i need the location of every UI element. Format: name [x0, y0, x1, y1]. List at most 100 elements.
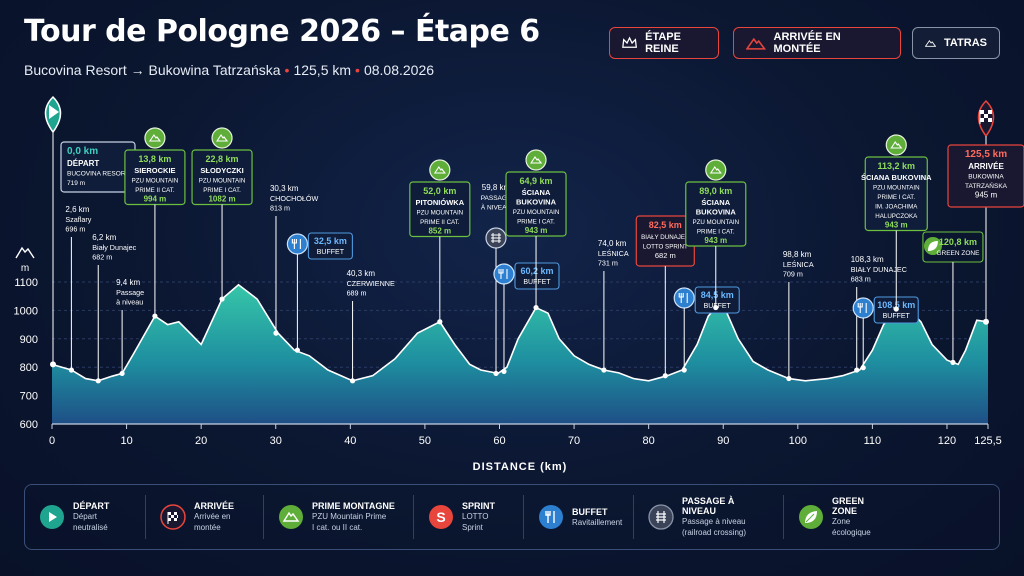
- railroad-icon: [648, 504, 674, 530]
- annotation-text: LEŚNICA: [783, 260, 814, 269]
- annotation-km: 13,8 km: [138, 154, 171, 164]
- annotation-km: 59,8 km: [482, 183, 511, 192]
- annotation-green: 120,8 km GREEN ZONE: [922, 231, 984, 365]
- annotation-kom: 52,0 km PITONIÓWKA PZU MOUNTAIN PRIME II CA…: [409, 159, 471, 325]
- leaf-icon: [798, 504, 824, 530]
- annotation-text: PRIME I CAT.: [203, 187, 241, 194]
- annotation-km: 108,3 km: [851, 255, 884, 264]
- annotation-km: 89,0 km: [699, 186, 732, 196]
- point-marker: [681, 367, 687, 373]
- annotation-text: LEŚNICA: [598, 249, 629, 258]
- annotation-text: PZU MOUNTAIN: [513, 209, 560, 216]
- annotation-text: BUKOWINA: [968, 174, 1004, 181]
- annotation-start: 0,0 km DÉPART BUCOVINA RESORT 719 m: [44, 95, 136, 368]
- legend-title: ARRIVÉE: [194, 501, 235, 511]
- annotation-km: 84,5 km: [701, 290, 734, 300]
- y-tick-label: 700: [20, 391, 38, 403]
- annotation-text: LOTTO SPRINT: [643, 244, 688, 251]
- annotation-text: PASSAGE: [481, 195, 512, 202]
- mountain-icon: [144, 127, 166, 149]
- legend-desc: Ravitaillement: [572, 517, 623, 527]
- x-tick-label: 60: [493, 435, 505, 447]
- x-tick-label: 50: [419, 435, 431, 447]
- elevation-line: [51, 283, 989, 382]
- annotation-text: 682 m: [655, 251, 676, 260]
- annotation-alt: 994 m: [144, 195, 167, 204]
- elevation-profile-chart: 600 700 800 900 1000 1100 m 0 10 20 30 40 50 60 70 80 90…: [14, 95, 1024, 473]
- point-marker: [437, 319, 443, 325]
- x-tick-label: 30: [270, 435, 282, 447]
- badge-tatras: TATRAS: [912, 27, 1000, 59]
- route-text: Bucovina Resort → Bukowina Tatrzańska: [24, 62, 281, 78]
- point-marker: [152, 313, 158, 319]
- elevation-area: [52, 284, 988, 424]
- annotation-text: HALUPCZOKA: [875, 213, 918, 220]
- x-tick-label: 0: [49, 435, 55, 447]
- point-marker: [68, 367, 74, 373]
- annotation-text: 682 m: [92, 253, 112, 262]
- annotation-text: ŚCIANA: [522, 188, 551, 197]
- x-tick-label: 100: [789, 435, 807, 447]
- badge-label: ARRIVÉE EN MONTÉE: [773, 31, 841, 55]
- legend-title: DÉPART: [73, 501, 110, 511]
- annotation-text: DÉPART: [67, 159, 99, 168]
- annotation-text: BUKOVINA: [516, 198, 557, 207]
- point-marker: [601, 367, 607, 373]
- point-marker: [662, 373, 668, 379]
- badge-arrivee-en-montee: ARRIVÉE EN MONTÉE: [733, 27, 901, 59]
- point-marker: [533, 304, 539, 311]
- annotation-text: IM. JOACHIMA: [875, 204, 918, 211]
- badge-etape-reine: ÉTAPE REINE: [609, 27, 719, 59]
- annotation-km: 0,0 km: [67, 146, 98, 157]
- y-tick-label: 800: [20, 362, 38, 374]
- annotation-text: TATRZAŃSKA: [965, 181, 1008, 190]
- annotation-text: PITONIÓWKA: [416, 198, 465, 207]
- annotation-text: ŚCIANA BUKOVINA: [861, 173, 932, 182]
- point-marker: [273, 330, 279, 336]
- x-tick-label: 20: [195, 435, 207, 447]
- legend-desc: Arrivée en montée: [194, 512, 231, 532]
- svg-text:S: S: [436, 509, 445, 525]
- x-tick-label: 80: [643, 435, 655, 447]
- play-icon: [39, 504, 65, 530]
- annotation-text: PZU MOUNTAIN: [417, 210, 464, 217]
- annotation-text: BIAŁY DUNAJEC: [851, 265, 907, 274]
- point-marker: [893, 306, 899, 312]
- legend-title: SPRINT: [462, 501, 496, 511]
- annotation-text: BUKOVINA: [696, 208, 737, 217]
- finish-flag-icon: [160, 504, 186, 530]
- x-tick-label: 120: [938, 435, 956, 447]
- x-axis-label: DISTANCE (km): [473, 461, 568, 473]
- annotation-text: 689 m: [347, 289, 367, 298]
- annotation-km: 60,2 km: [520, 266, 553, 276]
- y-tick-label: 1000: [14, 305, 38, 317]
- annotation-km: 52,0 km: [423, 186, 456, 196]
- annotation-text: ŚCIANA: [701, 198, 730, 207]
- annotation-text: ARRIVÉE: [968, 162, 1004, 171]
- annotation-text: PRIME I CAT.: [877, 194, 915, 201]
- mountain-icon: [278, 504, 304, 530]
- annotation-kom: 13,8 km SIEROCKIE PZU MOUNTAIN PRIME II CAT…: [124, 127, 186, 319]
- point-marker: [95, 378, 101, 384]
- point-marker: [950, 359, 956, 365]
- annotation-text: PRIME I CAT.: [697, 229, 735, 236]
- point-marker: [294, 347, 300, 353]
- annotation-text: BIAŁY DUNAJEC: [641, 234, 690, 241]
- annotation-km: 30,3 km: [270, 184, 299, 193]
- legend-title: GREEN ZONE: [832, 496, 865, 516]
- point-marker: [119, 370, 125, 377]
- distance-text: 125,5 km: [293, 62, 352, 78]
- legend-desc: Passage à niveau: [682, 517, 746, 526]
- y-axis-label: m: [21, 263, 29, 274]
- annotation-text: CZERWIENNE: [347, 279, 395, 288]
- mountain-icon: [525, 149, 547, 171]
- fork-knife-icon: [852, 297, 874, 319]
- legend-desc: Départ neutralisé: [73, 512, 108, 532]
